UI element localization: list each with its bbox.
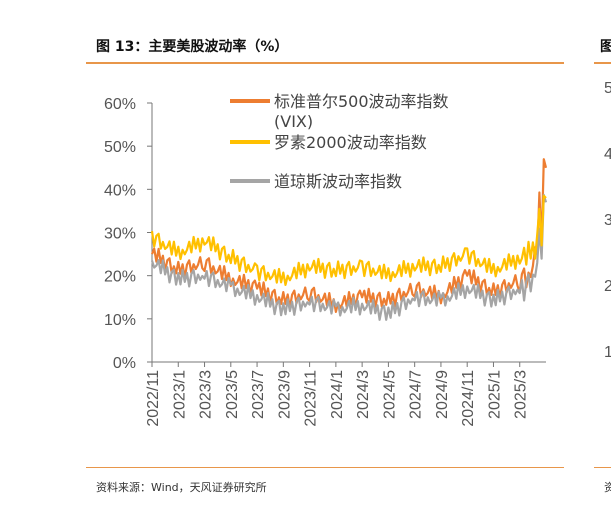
x-tick-label: 2024/5	[381, 370, 398, 419]
x-tick-label: 2025/1	[486, 370, 503, 419]
title-divider	[86, 62, 564, 64]
x-tick-label: 2024/11	[460, 370, 477, 427]
next-chart-y-tick: 4	[604, 146, 611, 163]
chart-title: 图 13：主要美股波动率（%）	[96, 39, 289, 55]
source-note: 资料来源：Wind，天风证券研究所	[96, 481, 267, 494]
y-tick-label: 60%	[104, 96, 136, 113]
y-tick-label: 20%	[104, 269, 136, 286]
x-tick-label: 2023/11	[303, 370, 320, 427]
chart-axes: 0% 10% 20% 30% 40% 50% 60% 2022/11 2023/1 2023/3 2…	[104, 96, 546, 427]
series-line-2	[150, 193, 548, 321]
next-chart-y-tick: 1	[604, 344, 611, 361]
next-chart-y-tick: 2	[604, 278, 611, 295]
series-layer	[150, 158, 548, 321]
x-tick-label: 2023/7	[250, 370, 267, 419]
next-chart-title-fragment: 图	[600, 39, 611, 55]
next-source-divider	[594, 467, 611, 468]
next-source-fragment: 资	[604, 481, 611, 494]
x-tick-label: 2023/1	[171, 370, 188, 419]
y-tick-label: 40%	[104, 182, 136, 199]
x-tick-label: 2025/3	[513, 370, 530, 419]
x-tick-label: 2022/11	[145, 370, 162, 427]
y-tick-label: 0%	[113, 355, 136, 372]
legend-label-0: 标准普尔500波动率指数(VIX)	[274, 92, 449, 131]
x-tick-label: 2023/9	[276, 370, 293, 419]
x-tick-label: 2023/5	[224, 370, 241, 419]
x-tick-label: 2024/1	[329, 370, 346, 419]
series-line-1	[150, 194, 547, 286]
next-chart-y-tick: 3	[604, 212, 611, 229]
next-chart-divider	[594, 62, 611, 64]
legend-label-1: 罗素2000波动率指数	[274, 133, 427, 152]
next-chart-axis-fragment: 5 4 3 2 1	[604, 80, 611, 361]
next-chart-y-tick: 5	[604, 80, 611, 97]
x-tick-label: 2023/3	[198, 370, 215, 419]
x-tick-label: 2024/3	[355, 370, 372, 419]
x-tick-label: 2024/7	[408, 370, 425, 419]
legend-label-2: 道琼斯波动率指数	[274, 172, 402, 191]
y-tick-label: 50%	[104, 139, 136, 156]
y-tick-label: 10%	[104, 312, 136, 329]
x-tick-label: 2024/9	[434, 370, 451, 419]
y-tick-label: 30%	[104, 226, 136, 243]
source-divider	[86, 467, 564, 468]
